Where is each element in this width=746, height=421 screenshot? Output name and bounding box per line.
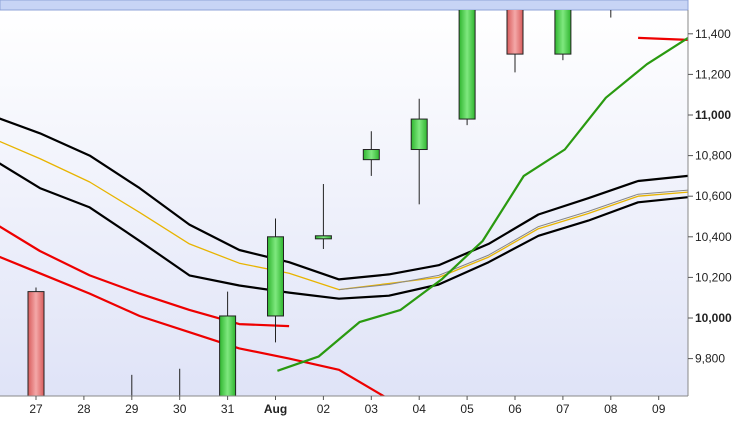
top-toolbar-strip [0,0,689,11]
indicator-line-3-0 [338,189,688,291]
candle-body-31 [219,315,237,396]
candle-body-04 [410,118,428,151]
x-tick-label: 03 [365,402,379,416]
indicator-line-5-1 [638,36,688,41]
x-tick-label: 29 [125,402,139,416]
candle-body-07 [554,10,572,55]
y-tick-label: 11,400 [695,27,731,41]
y-tick-label: 11,200 [695,67,731,81]
indicator-line-5-0 [0,225,290,328]
candle-body-02 [314,235,332,240]
x-tick-label: 08 [604,402,618,416]
indicator-line-4-0 [0,255,386,396]
indicator-line-6-0 [277,36,688,372]
x-tick-label: 31 [221,402,235,416]
x-tick-label: Aug [264,402,287,416]
x-tick-label: 02 [317,402,331,416]
indicator-line-1-0 [0,117,688,281]
candle-body-03 [362,149,380,161]
x-tick-label: 07 [556,402,570,416]
indicator-line-0-0 [0,162,688,300]
x-tick-label: 05 [460,402,474,416]
x-tick-label: 27 [29,402,43,416]
y-tick-label: 11,000 [695,108,731,122]
candle-body-06 [506,10,524,55]
plot-area [0,10,688,396]
y-tick-label: 10,600 [695,189,732,203]
y-tick-label: 10,800 [695,149,732,163]
y-tick-label: 10,400 [695,230,732,244]
y-tick-label: 10,200 [695,270,732,284]
x-tick-label: 28 [77,402,91,416]
x-tick-label: 06 [508,402,522,416]
candle-body-27 [27,291,45,396]
x-tick-label: 04 [413,402,427,416]
y-tick-label: 9,800 [695,352,725,366]
y-tick-label: 10,000 [695,311,732,325]
candle-body-05 [458,10,476,120]
candle-body-Aug [267,236,284,317]
x-tick-label: 30 [173,402,187,416]
x-tick-label: 09 [652,402,666,416]
